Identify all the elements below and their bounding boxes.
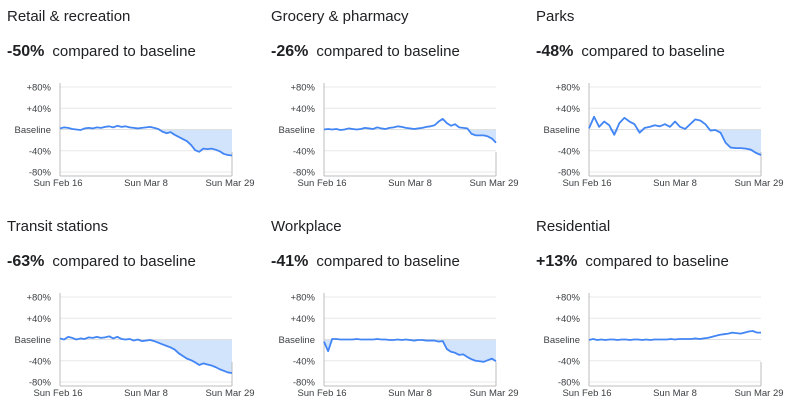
trend-chart: +80% +40% Baseline -40% -80%Sun Feb 16 Sun Ma…	[279, 83, 519, 190]
baseline-deficit-area	[589, 129, 761, 155]
headline-stat: -48% compared to baseline	[536, 43, 725, 61]
trend-chart: +80% +40% Baseline -40% -80%Sun Feb 16 Sun Ma…	[544, 293, 784, 400]
series-line	[588, 115, 762, 156]
headline-value: -26%	[271, 43, 309, 60]
headline-stat: -63% compared to baseline	[7, 253, 196, 271]
y-tick-label: +40%	[290, 104, 315, 115]
y-tick-label: +40%	[26, 104, 51, 115]
x-tick-label: Sun Feb 16	[33, 388, 82, 399]
headline-label: compared to baseline	[316, 253, 460, 270]
headline-label: compared to baseline	[316, 43, 460, 60]
workplace-panel: Workplace -41% compared to baseline +80% +…	[271, 210, 535, 410]
headline-label: compared to baseline	[585, 253, 729, 270]
y-tick-label: -80%	[29, 168, 52, 179]
y-tick-label: -40%	[29, 356, 52, 367]
series-line	[588, 330, 761, 341]
retail-recreation-panel: Retail & recreation -50% compared to base…	[7, 0, 271, 200]
y-tick-label: -40%	[293, 356, 316, 367]
trend-chart: +80% +40% Baseline -40% -80%Sun Feb 16 Sun Ma…	[15, 293, 255, 400]
y-tick-label: Baseline	[15, 125, 51, 136]
headline-stat: +13% compared to baseline	[536, 253, 729, 271]
y-tick-label: -40%	[29, 146, 52, 157]
headline-value: -41%	[271, 253, 309, 270]
y-tick-label: -80%	[558, 378, 581, 389]
y-tick-label: -40%	[293, 146, 316, 157]
y-tick-label: Baseline	[279, 125, 315, 136]
x-tick-label: Sun Feb 16	[297, 388, 346, 399]
y-tick-label: +80%	[290, 293, 315, 304]
x-tick-label: Sun Feb 16	[297, 178, 346, 189]
y-tick-label: +80%	[26, 293, 51, 304]
headline-label: compared to baseline	[581, 43, 725, 60]
y-tick-label: Baseline	[544, 125, 580, 136]
y-tick-label: Baseline	[15, 335, 51, 346]
baseline-deficit-area	[324, 339, 496, 362]
y-tick-label: -80%	[29, 378, 52, 389]
y-tick-label: +80%	[555, 293, 580, 304]
parks-panel: Parks -48% compared to baseline +80% +40% B…	[536, 0, 800, 200]
x-tick-label: Sun Mar 8	[653, 388, 697, 399]
y-tick-label: -80%	[293, 168, 316, 179]
series-line	[323, 117, 497, 144]
trend-chart: +80% +40% Baseline -40% -80%Sun Feb 16 Sun Ma…	[15, 83, 255, 190]
y-tick-label: +40%	[290, 314, 315, 325]
panel-title: Grocery & pharmacy	[271, 8, 409, 25]
baseline-deficit-area	[324, 129, 496, 143]
y-tick-label: -80%	[558, 168, 581, 179]
y-tick-label: +40%	[26, 314, 51, 325]
series-line	[323, 338, 497, 363]
panel-title: Parks	[536, 8, 575, 25]
headline-stat: -41% compared to baseline	[271, 253, 460, 271]
panel-title: Residential	[536, 218, 611, 235]
y-tick-label: +80%	[26, 83, 51, 94]
x-tick-label: Sun Mar 29	[469, 178, 518, 189]
y-tick-label: +80%	[555, 83, 580, 94]
x-tick-label: Sun Mar 8	[388, 388, 432, 399]
transit-stations-panel: Transit stations -63% compared to baselin…	[7, 210, 271, 410]
trend-chart: +80% +40% Baseline -40% -80%Sun Feb 16 Sun Ma…	[279, 293, 519, 400]
headline-value: +13%	[536, 253, 578, 270]
y-tick-label: -80%	[293, 378, 316, 389]
x-tick-label: Sun Feb 16	[562, 388, 611, 399]
x-tick-label: Sun Mar 8	[124, 388, 168, 399]
x-tick-label: Sun Mar 29	[734, 388, 783, 399]
grocery-pharmacy-panel: Grocery & pharmacy -26% compared to basel…	[271, 0, 535, 200]
panel-title: Transit stations	[7, 218, 109, 235]
y-tick-label: Baseline	[544, 335, 580, 346]
panel-title: Workplace	[271, 218, 342, 235]
x-tick-label: Sun Mar 29	[469, 388, 518, 399]
x-tick-label: Sun Feb 16	[33, 178, 82, 189]
x-tick-label: Sun Mar 8	[653, 178, 697, 189]
headline-stat: -26% compared to baseline	[271, 43, 460, 61]
headline-value: -50%	[7, 43, 45, 60]
x-tick-label: Sun Mar 29	[734, 178, 783, 189]
y-tick-label: -40%	[558, 356, 581, 367]
residential-panel: Residential +13% compared to baseline +80…	[536, 210, 800, 410]
trend-chart: +80% +40% Baseline -40% -80%Sun Feb 16 Sun Ma…	[544, 83, 784, 190]
y-tick-label: -40%	[558, 146, 581, 157]
headline-stat: -50% compared to baseline	[7, 43, 196, 61]
x-tick-label: Sun Feb 16	[562, 178, 611, 189]
x-tick-label: Sun Mar 29	[205, 178, 254, 189]
y-tick-label: +40%	[555, 314, 580, 325]
baseline-deficit-area	[60, 129, 232, 156]
headline-label: compared to baseline	[52, 43, 196, 60]
y-tick-label: +80%	[290, 83, 315, 94]
panel-title: Retail & recreation	[7, 8, 131, 25]
baseline-deficit-area	[60, 339, 232, 373]
headline-value: -48%	[536, 43, 574, 60]
x-tick-label: Sun Mar 29	[205, 388, 254, 399]
x-tick-label: Sun Mar 8	[388, 178, 432, 189]
series-line	[59, 124, 233, 157]
series-line	[59, 335, 233, 374]
headline-value: -63%	[7, 253, 45, 270]
headline-label: compared to baseline	[52, 253, 196, 270]
y-tick-label: Baseline	[279, 335, 315, 346]
y-tick-label: +40%	[555, 104, 580, 115]
x-tick-label: Sun Mar 8	[124, 178, 168, 189]
